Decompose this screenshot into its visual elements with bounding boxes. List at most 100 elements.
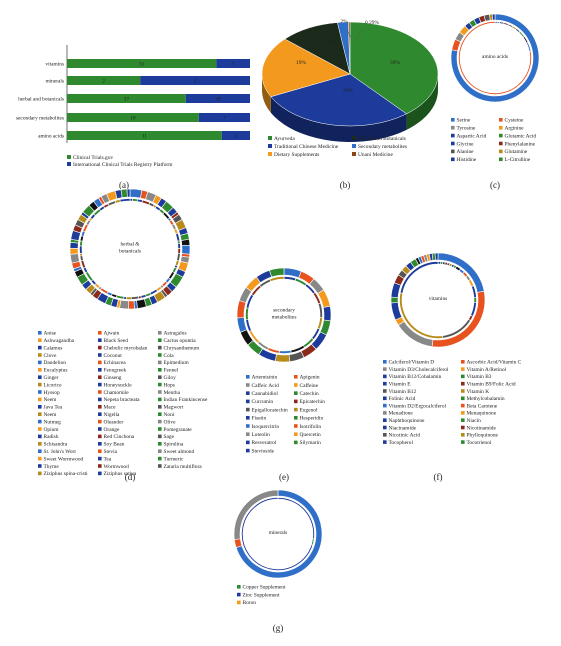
- g-ring-segment: [241, 497, 314, 571]
- f-legend-swatch: [461, 440, 465, 444]
- d-legend-label: Epimedium: [164, 360, 190, 366]
- d-legend-swatch: [98, 434, 102, 439]
- e-legend-swatch: [294, 399, 298, 404]
- c-legend-label: Serine: [457, 118, 471, 124]
- d-legend-swatch: [38, 471, 42, 476]
- e-center-hole: [248, 279, 320, 351]
- c-legend-label: Alanine: [457, 149, 475, 155]
- f-legend-swatch: [383, 389, 387, 393]
- d-legend-label: Ziziphus spina-cristi: [44, 471, 89, 477]
- f-legend-swatch: [383, 367, 387, 371]
- d-legend-swatch: [158, 405, 162, 409]
- f-legend-swatch: [383, 433, 387, 437]
- e-ring-segment: [269, 267, 285, 278]
- d-legend-label: Mace: [104, 405, 117, 411]
- f-legend-label: Phylloquinone: [467, 433, 499, 439]
- e-legend-label: Isotrifolin: [300, 423, 322, 430]
- d-legend-swatch: [98, 345, 102, 350]
- a-legend-label: Clinical Trials.gov: [73, 155, 113, 161]
- d-legend-label: Ashwagandha: [44, 338, 75, 344]
- d-ring-segment: [79, 240, 83, 247]
- d-legend-swatch: [158, 412, 162, 416]
- d-legend-swatch: [38, 390, 42, 394]
- a-category-label: minerals: [45, 79, 64, 85]
- d-legend-swatch: [158, 449, 162, 453]
- f-legend-swatch: [383, 425, 387, 430]
- d-ring-segment: [136, 298, 147, 309]
- g-legend-swatch: [237, 600, 241, 605]
- f-legend-label: Menadione: [389, 411, 414, 417]
- f-legend-swatch: [461, 403, 465, 408]
- d-legend-swatch: [38, 375, 42, 379]
- c-legend-label: Glutamic Acid: [505, 133, 537, 139]
- c-legend-swatch: [451, 118, 455, 122]
- d-legend-label: Black Seed: [104, 338, 129, 344]
- d-legend-label: Oleander: [104, 419, 124, 425]
- f-legend-label: Vitamin B12/Cobalamin: [389, 374, 442, 380]
- c-legend-swatch: [451, 133, 455, 138]
- f-legend-label: Nicotinamide: [467, 425, 497, 431]
- d-legend-label: Chebulic myrobalan: [104, 345, 148, 351]
- d-legend-label: Sage: [164, 434, 175, 440]
- d-legend-swatch: [158, 353, 162, 357]
- a-category-label: vitamins: [45, 62, 64, 68]
- f-legend-swatch: [461, 381, 465, 386]
- d-legend-swatch: [158, 382, 162, 387]
- f-legend-swatch: [461, 396, 465, 401]
- d-legend-label: Ginseng: [104, 375, 122, 381]
- d-ring-segment: [177, 248, 181, 254]
- d-caption: (d): [125, 472, 136, 482]
- d-legend-label: Magwort: [164, 405, 184, 411]
- d-legend-label: Schisandra: [44, 442, 68, 448]
- e-ring-segment: [236, 300, 247, 319]
- f-legend-swatch: [383, 440, 387, 444]
- a-bar-segment: [198, 113, 250, 122]
- d-legend-swatch: [158, 331, 162, 335]
- f-center-label: vitamins: [429, 296, 448, 302]
- d-legend-label: Spirulina: [164, 442, 184, 448]
- e-legend-label: Resveratrol: [252, 440, 277, 446]
- a-bar-segment: [140, 76, 250, 85]
- d-legend-swatch: [158, 419, 162, 424]
- c-ring-segment: [499, 21, 505, 25]
- c-legend-label: Glycine: [457, 141, 475, 147]
- c-legend-swatch: [499, 125, 503, 130]
- d-legend-label: Turmeric: [164, 456, 184, 462]
- b-slice-label: 39%: [390, 60, 400, 66]
- d-legend-label: Chrysanthemum: [164, 345, 200, 351]
- f-legend-swatch: [461, 411, 465, 415]
- a-legend-swatch: [67, 162, 71, 166]
- d-legend-label: Ziziphus sativa: [104, 471, 137, 477]
- d-legend-label: Olive: [164, 419, 177, 425]
- d-legend-label: Ginger: [44, 375, 59, 381]
- f-ring-segment: [434, 252, 439, 261]
- f-legend-label: Folinic Acid: [389, 396, 416, 402]
- e-legend-swatch: [294, 391, 298, 395]
- f-legend-swatch: [461, 360, 465, 364]
- e-legend-swatch: [294, 375, 298, 379]
- e-legend-swatch: [294, 416, 298, 420]
- f-legend-label: Vitamin K: [467, 389, 490, 395]
- a-category-label: secondary metabolites: [16, 116, 64, 122]
- b-legend-label: Traditional Chinese Medicine: [274, 144, 339, 150]
- d-legend-swatch: [158, 345, 162, 350]
- d-ring-segment: [120, 188, 128, 198]
- d-ring-segment: [79, 255, 84, 262]
- b-legend-swatch: [268, 136, 272, 140]
- e-legend-swatch: [246, 383, 250, 387]
- c-legend-swatch: [499, 133, 503, 138]
- e-legend-label: Catechin: [300, 391, 319, 397]
- d-legend-swatch: [158, 390, 162, 394]
- d-legend-label: Mentha: [164, 390, 181, 396]
- d-legend-swatch: [38, 434, 42, 439]
- d-legend-swatch: [98, 471, 102, 476]
- d-legend-swatch: [98, 419, 102, 424]
- f-legend-swatch: [383, 411, 387, 415]
- f-legend-label: Ascorbic Acid/Vitamin C: [467, 360, 522, 366]
- a-bar-segment: [67, 76, 141, 85]
- d-legend-swatch: [98, 353, 102, 357]
- d-legend-label: Echinacea: [104, 360, 127, 366]
- d-legend-label: Giloy: [164, 375, 177, 381]
- f-legend-label: Beta Carotene: [467, 403, 498, 409]
- f-legend-label: Calciferol/Vitamin D: [389, 359, 435, 366]
